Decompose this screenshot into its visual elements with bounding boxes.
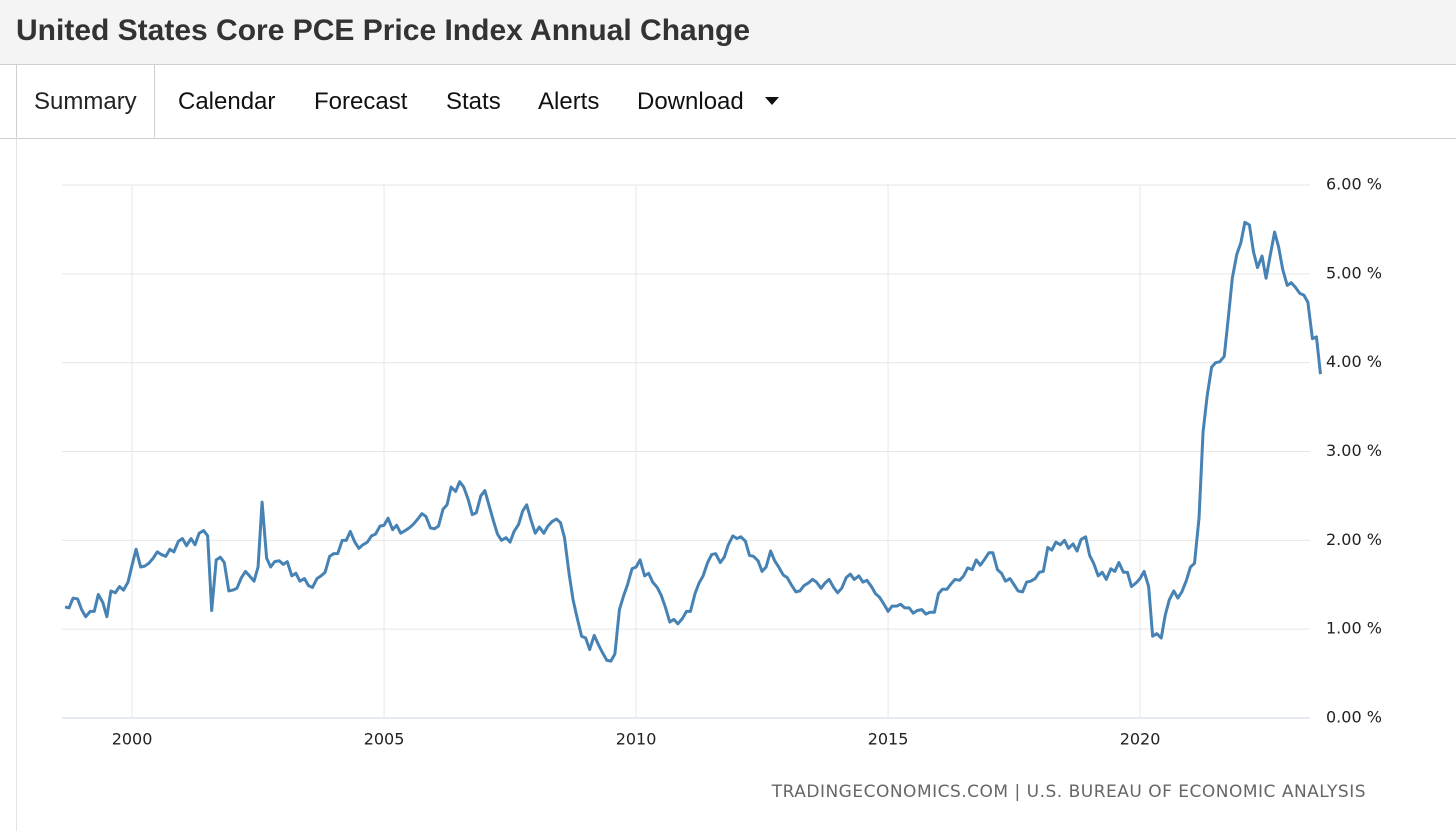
tab-bar: Summary Calendar Forecast Stats Alerts D…: [0, 65, 1456, 139]
y-tick-label: 6.00 %: [1326, 175, 1382, 194]
header: United States Core PCE Price Index Annua…: [0, 0, 1456, 65]
tab[interactable]: Stats: [446, 88, 501, 115]
x-tick-label: 2020: [1120, 730, 1161, 749]
dropdown-caret[interactable]: [765, 97, 781, 107]
y-tick-label: 5.00 %: [1326, 263, 1382, 282]
tab[interactable]: Summary: [16, 65, 155, 138]
y-tick-label: 1.00 %: [1326, 619, 1382, 638]
x-tick-label: 2000: [112, 730, 153, 749]
x-tick-label: 2015: [868, 730, 909, 749]
tab[interactable]: Calendar: [178, 88, 276, 115]
tab[interactable]: Alerts: [538, 88, 600, 115]
data-line: [64, 220, 1322, 663]
y-tick-label: 3.00 %: [1326, 441, 1382, 460]
y-tick-label: 0.00 %: [1326, 708, 1382, 727]
page-title: United States Core PCE Price Index Annua…: [16, 14, 751, 47]
y-tick-label: 4.00 %: [1326, 352, 1382, 371]
source-note: TRADINGECONOMICS.COM | U.S. BUREAU OF EC…: [771, 782, 1366, 802]
tab[interactable]: Forecast: [314, 88, 408, 115]
panel-border: [16, 139, 17, 831]
x-tick-label: 2005: [364, 730, 405, 749]
y-tick-label: 2.00 %: [1326, 530, 1382, 549]
x-tick-label: 2010: [616, 730, 657, 749]
tab[interactable]: Download: [637, 88, 744, 115]
